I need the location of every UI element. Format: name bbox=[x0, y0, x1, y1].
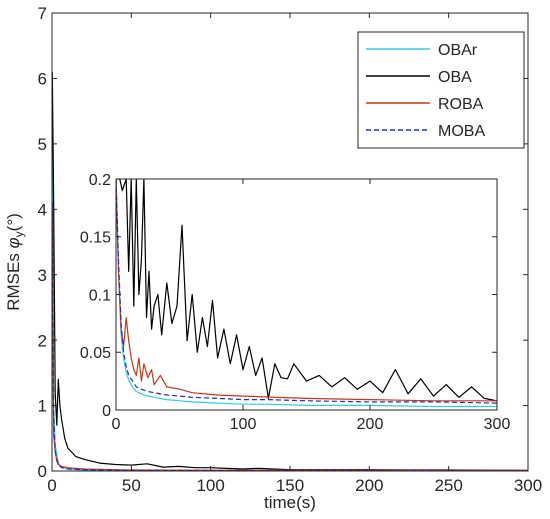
inset-x-tick-label: 300 bbox=[484, 416, 511, 433]
inset-x-tick-label: 100 bbox=[230, 416, 257, 433]
inset-x-tick-label: 200 bbox=[357, 416, 384, 433]
main-x-tick-label: 150 bbox=[276, 476, 304, 495]
main-x-tick-label: 0 bbox=[47, 476, 56, 495]
main-x-tick-label: 100 bbox=[196, 476, 224, 495]
inset-y-tick-label: 0 bbox=[102, 403, 111, 420]
main-x-tick-label: 250 bbox=[434, 476, 462, 495]
main-y-tick-label: 0 bbox=[38, 462, 47, 481]
main-y-tick-label: 5 bbox=[38, 135, 47, 154]
main-x-tick-label: 50 bbox=[122, 476, 141, 495]
inset-series-oba bbox=[116, 179, 497, 402]
inset-series-moba bbox=[116, 179, 497, 404]
inset-y-tick-label: 0.2 bbox=[89, 172, 111, 189]
inset-series-roba bbox=[116, 179, 497, 402]
legend-box bbox=[357, 31, 525, 149]
y-axis-label-subscript: y bbox=[12, 231, 26, 237]
legend: OBAr OBA ROBA MOBA bbox=[357, 31, 525, 149]
inset-area bbox=[116, 179, 497, 410]
legend-label-oba: OBA bbox=[438, 69, 472, 86]
inset-series-group bbox=[116, 179, 497, 408]
inset-y-tick-label: 0.15 bbox=[80, 230, 111, 247]
inset-plot: 0 100 200 300 0 0.05 0.1 0.15 0.2 bbox=[80, 172, 511, 433]
inset-x-tick-label: 0 bbox=[112, 416, 121, 433]
inset-series-obar bbox=[116, 179, 497, 408]
main-y-tick-label: 4 bbox=[38, 200, 47, 219]
main-y-tick-label: 1 bbox=[38, 397, 47, 416]
x-axis-label: time(s) bbox=[264, 493, 316, 512]
y-axis-label-symbol: φ bbox=[4, 237, 23, 248]
main-y-tick-label: 3 bbox=[38, 266, 47, 285]
y-axis-label: RMSEs φy(°) bbox=[4, 213, 26, 311]
inset-y-tick-label: 0.05 bbox=[80, 345, 111, 362]
legend-label-roba: ROBA bbox=[438, 96, 484, 113]
y-axis-label-prefix: RMSEs bbox=[4, 248, 23, 310]
legend-label-moba: MOBA bbox=[438, 123, 485, 140]
main-x-tick-label: 300 bbox=[514, 476, 542, 495]
main-series-moba bbox=[52, 202, 528, 471]
main-x-tick-label: 200 bbox=[355, 476, 383, 495]
main-y-tick-label: 7 bbox=[38, 4, 47, 23]
legend-label-obar: OBAr bbox=[438, 42, 478, 59]
main-y-tick-label: 6 bbox=[38, 70, 47, 89]
y-axis-label-unit: (°) bbox=[4, 213, 23, 231]
inset-y-tick-label: 0.1 bbox=[89, 287, 111, 304]
main-y-tick-label: 2 bbox=[38, 331, 47, 350]
